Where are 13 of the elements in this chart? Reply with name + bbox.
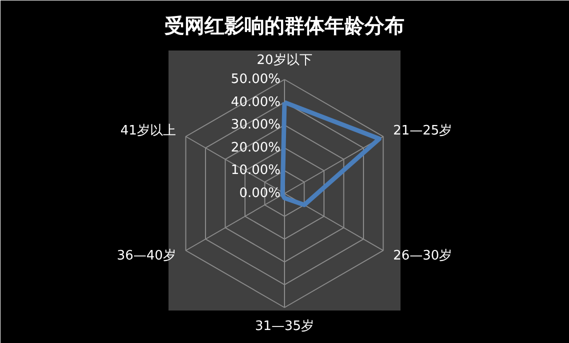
y-tick-label: 40.00% — [230, 94, 281, 110]
spoke-label: 21—25岁 — [393, 123, 452, 138]
y-tick-label: 10.00% — [230, 163, 281, 178]
y-tick-label: 0.00% — [239, 186, 281, 201]
spoke-label: 26—30岁 — [393, 248, 452, 264]
spoke-label: 20岁以下 — [256, 53, 312, 68]
chart-title: 受网红影响的群体年龄分布 — [164, 14, 404, 38]
spoke-label: 36—40岁 — [116, 248, 176, 264]
y-tick-label: 30.00% — [230, 118, 281, 133]
spoke-label: 41岁以上 — [120, 123, 176, 138]
spoke-label: 31—35岁 — [254, 318, 314, 334]
y-tick-label: 20.00% — [230, 140, 281, 156]
y-tick-label: 50.00% — [230, 72, 281, 87]
